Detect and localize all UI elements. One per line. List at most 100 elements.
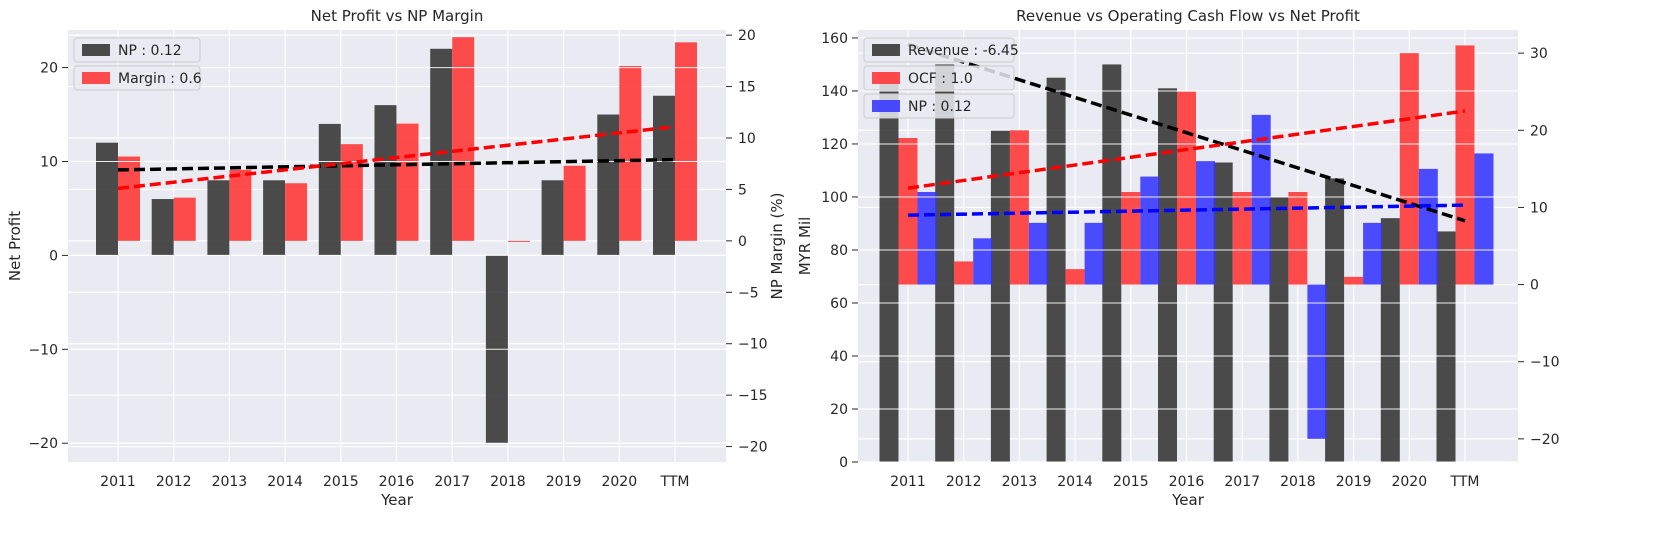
y2-tick-label: 10 [738, 131, 756, 147]
legend-label: Revenue : -6.45 [908, 43, 1019, 59]
x-tick-label: 2018 [1280, 474, 1316, 490]
y-tick-label: 10 [40, 154, 58, 170]
x-tick-label: 2011 [890, 474, 926, 490]
y2-tick-label: 10 [1530, 200, 1548, 216]
bar-right-series-2 [340, 144, 363, 241]
legend-item-2: OCF : 1.0 [863, 65, 1015, 91]
bar-right-series-3 [1418, 168, 1438, 285]
bar-right-series-2 [563, 165, 586, 241]
y2-tick-label: −5 [738, 285, 759, 301]
x-tick-label: 2016 [1169, 474, 1205, 490]
x-tick-label: 2020 [1391, 474, 1427, 490]
trendline-2 [907, 109, 1466, 190]
bar-left-series-1 [1380, 218, 1400, 462]
bar-right-series-2 [619, 66, 642, 241]
x-tick-label: 2013 [1002, 474, 1038, 490]
bar-left-series-1 [597, 114, 620, 256]
bar-right-series-2 [1288, 192, 1308, 285]
legend-item-3: NP : 0.12 [863, 93, 1015, 119]
x-tick-label: 2020 [601, 474, 637, 490]
y2-tick-label: −10 [738, 337, 768, 353]
bar-right-series-2 [1232, 192, 1252, 285]
y-tick-label: 60 [830, 296, 848, 312]
bar-right-series-3 [1028, 222, 1048, 285]
legend-swatch [872, 100, 900, 112]
y-tick-label: 0 [839, 455, 848, 471]
x-tick-label: 2018 [490, 474, 526, 490]
bar-right-series-2 [675, 42, 697, 241]
bar-right-series-2 [1177, 91, 1196, 285]
y-tick-label: 140 [821, 84, 848, 100]
chart-panel-1: −20 −10 0 10 20 −20 −15 −10 −5 0 5 10 15 20 2011 2012 20… [6, 7, 786, 509]
trendline-1 [117, 157, 676, 172]
x-tick-label: 2013 [212, 474, 248, 490]
bar-left-series-1 [318, 123, 341, 256]
bar-left-series-1 [1158, 88, 1177, 462]
y-tick-label: 80 [830, 243, 848, 259]
bar-right-series-2 [1009, 130, 1029, 285]
x-axis-label: Year [380, 491, 414, 509]
x-tick-label: 2015 [323, 474, 359, 490]
bar-right-series-3 [973, 238, 993, 285]
bar-left-series-1 [653, 95, 675, 256]
legend-swatch [872, 44, 900, 56]
y2-tick-label: 5 [738, 182, 747, 198]
y2-tick-label: 20 [738, 28, 756, 44]
y-tick-label: 100 [821, 190, 848, 206]
y2-tick-label: −10 [1530, 355, 1560, 371]
legend-box [863, 37, 1015, 63]
bar-left-series-1 [1436, 231, 1456, 462]
x-tick-label: 2017 [1224, 474, 1260, 490]
y-tick-label: 160 [821, 31, 848, 47]
bar-right-series-3 [1307, 284, 1327, 439]
y2-axis-label: NP Margin (%) [768, 193, 786, 300]
x-tick-label: 2011 [100, 474, 136, 490]
x-tick-label: 2019 [1336, 474, 1372, 490]
x-tick-label: 2012 [946, 474, 982, 490]
bar-right-series-3 [1196, 161, 1215, 285]
y-axis-label: MYR Mil [796, 217, 814, 276]
bar-right-series-2 [898, 138, 918, 285]
y2-tick-label: 20 [1530, 123, 1548, 139]
bar-left-series-1 [1325, 178, 1345, 462]
x-tick-label: 2014 [1057, 474, 1093, 490]
bar-right-series-3 [917, 192, 937, 285]
trendline-3 [907, 203, 1466, 217]
legend-item-1: Revenue : -6.45 [863, 37, 1019, 63]
legend-swatch [872, 72, 900, 84]
bar-right-series-3 [1474, 153, 1494, 285]
bar-left-series-1 [1213, 162, 1233, 463]
bar-left-series-1 [1046, 77, 1066, 463]
trendline-2 [117, 124, 676, 191]
y2-tick-label: 0 [738, 234, 747, 250]
legend-label: NP : 0.12 [118, 43, 182, 59]
x-tick-label: TTM [660, 474, 690, 490]
bar-right-series-2 [173, 197, 196, 241]
chart-title: Net Profit vs NP Margin [311, 7, 484, 25]
y-tick-label: 40 [830, 349, 848, 365]
bar-right-series-2 [1399, 53, 1419, 285]
bar-left-series-1 [1102, 64, 1122, 463]
bar-left-series-1 [374, 105, 397, 256]
x-tick-label: 2014 [267, 474, 303, 490]
legend-swatch [82, 44, 110, 56]
y2-tick-label: −20 [738, 440, 768, 456]
bar-right-series-2 [118, 156, 140, 241]
bar-left-series-1 [263, 180, 286, 256]
bar-left-series-1 [935, 64, 955, 463]
y2-tick-label: 15 [738, 80, 756, 96]
legend-label: Margin : 0.6 [118, 71, 202, 87]
legend-label: OCF : 1.0 [908, 71, 973, 87]
bar-right-series-2 [1344, 276, 1364, 285]
bar-left-series-1 [1269, 196, 1289, 462]
bar-left-series-1 [990, 130, 1010, 462]
y-tick-label: −10 [28, 342, 58, 358]
bar-right-series-2 [396, 123, 419, 241]
chart-title: Revenue vs Operating Cash Flow vs Net Pr… [1016, 7, 1360, 25]
y2-tick-label: 30 [1530, 46, 1548, 62]
x-tick-label: 2019 [546, 474, 582, 490]
bar-left-series-1 [151, 199, 174, 256]
legend-box [863, 65, 1015, 91]
bar-right-series-2 [507, 240, 530, 242]
